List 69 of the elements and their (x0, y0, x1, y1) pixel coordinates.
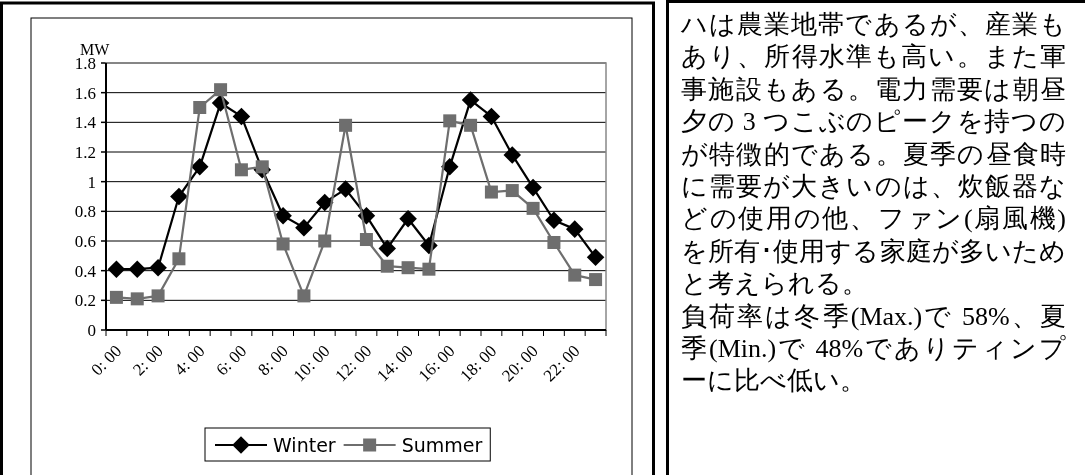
point (255, 160, 269, 174)
legend-label: Summer (401, 434, 483, 456)
x-tick-label: 6: 00 (212, 341, 251, 380)
point (586, 248, 605, 267)
point (443, 114, 457, 128)
y-tick-label: 0.6 (74, 232, 96, 251)
point (380, 259, 394, 273)
x-tick-label: 14: 00 (373, 341, 417, 386)
point (190, 158, 209, 176)
point (274, 207, 292, 225)
point (315, 193, 334, 212)
x-tick-label: 8: 00 (254, 341, 292, 380)
point (234, 163, 248, 177)
point (484, 185, 498, 199)
point (545, 211, 563, 230)
y-tick-label: 0.2 (74, 291, 96, 311)
point (568, 268, 582, 282)
point (339, 118, 353, 132)
point (482, 107, 501, 126)
text: ハは農業地帯であるが、産業もあり、所得水準も高い。また軍事施設もある。電力需要は朝昼夕の 3 つこぶのピークを持つのが特徴的である。夏季の昼食時に需要が大きいのは、炊飯器などの使用の他、ファン(扇風機)を所有･使用する家庭が多いためと考えられる。 (681, 10, 1066, 299)
point (565, 220, 584, 238)
text: 負荷率は冬季(Max.)で 58%、夏季(Min.)で 48%でありティンプーに比べ低い。 (681, 300, 1066, 398)
point (547, 235, 561, 249)
y-tick-label: 0 (87, 321, 96, 340)
x-tick-label: 0: 00 (87, 341, 126, 380)
point (336, 180, 355, 198)
legend-label: Winter (273, 434, 336, 456)
point (589, 273, 603, 287)
point (130, 292, 144, 306)
point (461, 91, 480, 109)
point (232, 107, 251, 126)
point (297, 289, 311, 303)
point (399, 209, 417, 228)
y-tick-label: 0.4 (74, 261, 97, 281)
point (401, 261, 415, 275)
point (295, 218, 313, 237)
x-tick-label: 12: 00 (331, 341, 376, 386)
point (526, 201, 540, 215)
x-tick-label: 20: 00 (498, 341, 542, 386)
x-tick-label: 2: 00 (129, 341, 167, 380)
point (170, 187, 188, 206)
y-tick-label: 1.4 (74, 113, 97, 133)
point (107, 260, 126, 278)
y-tick-label: 1 (87, 172, 96, 192)
point (172, 252, 186, 266)
point (109, 290, 123, 304)
point (505, 184, 519, 198)
x-tick-label: 22: 00 (539, 341, 584, 386)
y-tick-label: 0.8 (74, 202, 96, 222)
point (378, 239, 397, 258)
x-tick-label: 4: 00 (170, 341, 209, 380)
x-tick-label: 10: 00 (289, 341, 334, 386)
point (524, 178, 542, 197)
point (503, 146, 522, 164)
point (151, 289, 165, 303)
point (193, 101, 207, 114)
point (359, 233, 373, 247)
point (440, 158, 459, 176)
x-tick-label: 18: 00 (456, 341, 501, 386)
x-tick-label: 16: 00 (414, 341, 459, 386)
point (149, 258, 167, 277)
point (128, 260, 147, 278)
point (276, 237, 290, 251)
y-tick-label: 1.2 (74, 143, 96, 162)
point (422, 262, 436, 276)
point (318, 234, 332, 248)
y-tick-label: 1.6 (74, 83, 96, 103)
point (214, 83, 228, 97)
point (464, 118, 478, 132)
